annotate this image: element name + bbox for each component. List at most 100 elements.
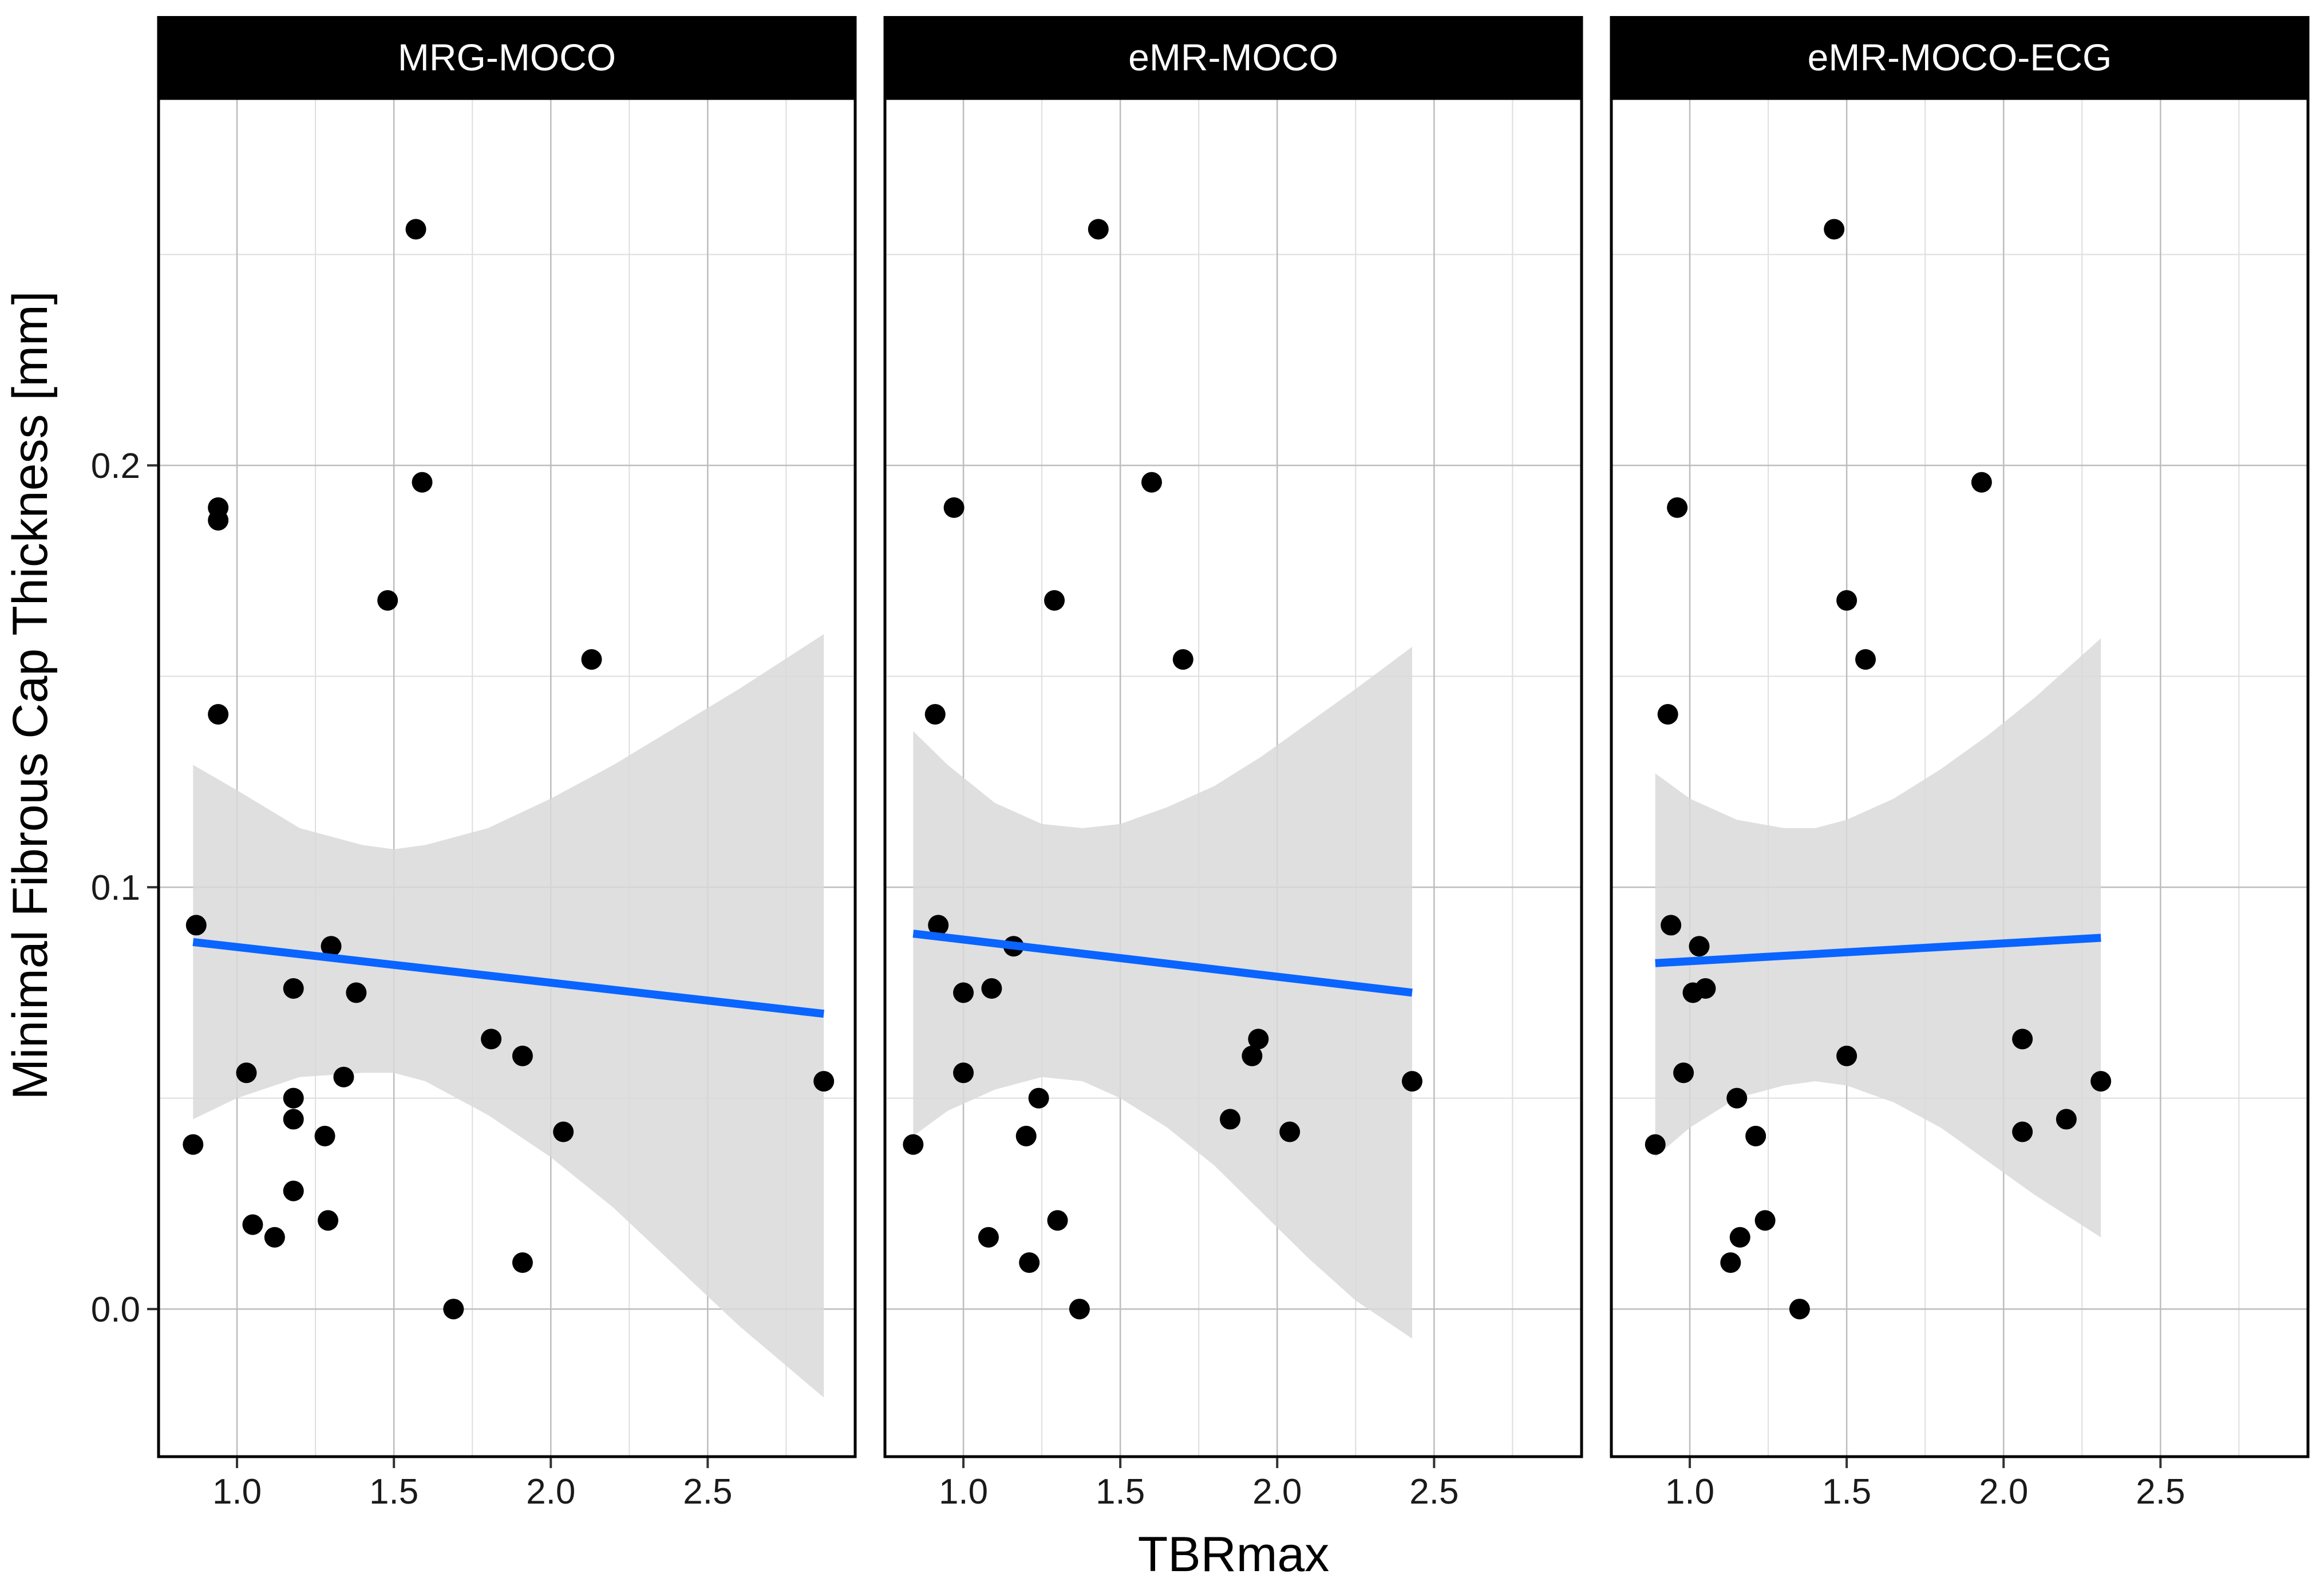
y-axis-title: Minimal Fibrous Cap Thickness [mm] xyxy=(3,291,58,1100)
data-point xyxy=(1172,649,1193,670)
confidence-band xyxy=(1655,638,2101,1237)
data-point xyxy=(1069,1299,1090,1320)
x-tick-label: 1.0 xyxy=(939,1472,988,1512)
data-point xyxy=(377,590,398,611)
data-point xyxy=(1044,590,1065,611)
data-point xyxy=(264,1227,285,1248)
data-point xyxy=(1720,1252,1741,1273)
data-point xyxy=(2056,1109,2077,1130)
facet-strip xyxy=(157,16,857,98)
data-point xyxy=(2090,1071,2112,1092)
data-point xyxy=(943,497,965,518)
data-point xyxy=(512,1045,533,1066)
x-tick-label: 1.0 xyxy=(212,1472,262,1512)
data-point xyxy=(405,219,426,240)
x-tick-label: 2.5 xyxy=(1409,1472,1459,1512)
data-point xyxy=(183,1134,204,1155)
data-point xyxy=(346,982,367,1003)
panel-3: eMR-MOCO-ECG 1.0 1.5 2.0 2.5 xyxy=(1610,16,2310,1512)
x-tick-label: 2.0 xyxy=(1252,1472,1302,1512)
y-tick-label: 0.1 xyxy=(91,868,140,908)
x-tick-label: 2.5 xyxy=(2136,1472,2185,1512)
x-axis-ticks: 1.0 1.5 2.0 2.5 xyxy=(1665,1458,2185,1512)
x-axis-title: TBRmax xyxy=(1138,1527,1329,1582)
data-point xyxy=(1789,1299,1810,1320)
x-tick-label: 2.0 xyxy=(526,1472,575,1512)
data-point xyxy=(283,1087,304,1109)
data-point xyxy=(318,1210,339,1231)
data-point xyxy=(1745,1125,1766,1146)
data-point xyxy=(928,915,949,936)
data-point xyxy=(903,1134,924,1155)
data-point xyxy=(242,1214,263,1235)
data-point xyxy=(1141,472,1162,493)
y-axis: 0.0 0.1 0.2 xyxy=(91,446,157,1330)
x-axis-ticks: 1.0 1.5 2.0 2.5 xyxy=(212,1458,732,1512)
y-tick-label: 0.2 xyxy=(91,446,140,486)
data-point xyxy=(283,1180,304,1201)
facet-strip-label: eMR-MOCO xyxy=(1128,36,1338,78)
data-point xyxy=(1729,1227,1750,1248)
data-points xyxy=(903,219,1422,1320)
data-point xyxy=(1028,1087,1049,1109)
data-point xyxy=(208,703,229,725)
data-point xyxy=(236,1062,257,1083)
facet-strip-label: MRG-MOCO xyxy=(398,36,616,78)
panels: MRG-MOCO 1.0 1.5 2.0 2.5 eMR-MOCO 1.0 1.5 2.0 2.5… xyxy=(157,16,2310,1512)
data-point xyxy=(1019,1252,1040,1273)
data-point xyxy=(333,1066,354,1087)
data-point xyxy=(314,1125,335,1146)
data-point xyxy=(1047,1210,1068,1231)
facet-strip xyxy=(883,16,1583,98)
x-tick-label: 1.5 xyxy=(1822,1472,1871,1512)
x-axis-ticks: 1.0 1.5 2.0 2.5 xyxy=(939,1458,1459,1512)
regression-line xyxy=(192,938,824,1018)
data-points xyxy=(183,219,835,1320)
data-point xyxy=(924,703,946,725)
data-point xyxy=(512,1252,533,1273)
data-point xyxy=(1673,1062,1694,1083)
data-point xyxy=(1726,1087,1748,1109)
data-point xyxy=(978,1227,999,1248)
x-tick-label: 1.0 xyxy=(1665,1472,1714,1512)
data-point xyxy=(1667,497,1688,518)
data-point xyxy=(1242,1045,1263,1066)
x-tick-label: 2.0 xyxy=(1979,1472,2028,1512)
regression-line xyxy=(1655,934,2101,967)
x-tick-label: 1.5 xyxy=(369,1472,418,1512)
data-point xyxy=(1836,590,1857,611)
data-point xyxy=(1689,936,1710,957)
data-point xyxy=(813,1071,835,1092)
data-point xyxy=(953,982,974,1003)
facet-strip xyxy=(1610,16,2310,98)
data-point xyxy=(481,1029,502,1050)
data-point xyxy=(1754,1210,1776,1231)
data-point xyxy=(1695,978,1716,999)
data-point xyxy=(208,509,229,531)
confidence-band xyxy=(913,647,1412,1339)
data-point xyxy=(981,978,1002,999)
data-points xyxy=(1645,219,2112,1320)
data-point xyxy=(1088,219,1109,240)
data-point xyxy=(1661,915,1682,936)
confidence-band xyxy=(193,634,824,1398)
data-point xyxy=(1015,1125,1037,1146)
data-point xyxy=(321,936,342,957)
data-point xyxy=(581,649,602,670)
regression-line xyxy=(912,930,1413,997)
x-tick-label: 2.5 xyxy=(683,1472,732,1512)
data-point xyxy=(1836,1045,1857,1066)
data-point xyxy=(1645,1134,1666,1155)
data-point xyxy=(1220,1109,1241,1130)
data-point xyxy=(953,1062,974,1083)
data-point xyxy=(553,1121,574,1142)
data-point xyxy=(1971,472,1992,493)
panel-2: eMR-MOCO 1.0 1.5 2.0 2.5 xyxy=(883,16,1583,1512)
data-point xyxy=(412,472,433,493)
data-point xyxy=(1401,1071,1422,1092)
data-point xyxy=(2012,1121,2033,1142)
data-point xyxy=(443,1299,464,1320)
data-point xyxy=(1855,649,1876,670)
data-point xyxy=(283,978,304,999)
